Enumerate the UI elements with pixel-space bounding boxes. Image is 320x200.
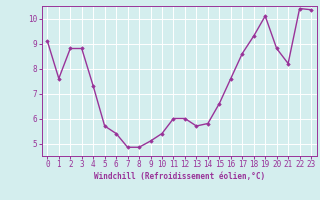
X-axis label: Windchill (Refroidissement éolien,°C): Windchill (Refroidissement éolien,°C)	[94, 172, 265, 181]
